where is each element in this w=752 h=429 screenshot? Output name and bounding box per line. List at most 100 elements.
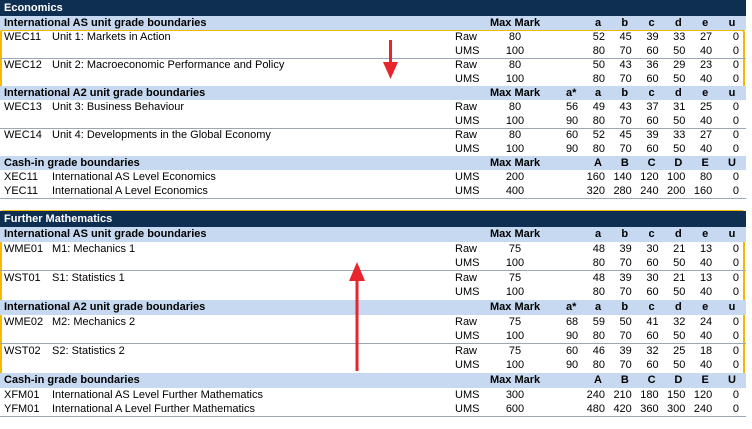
unit-code: YEC11 [4,185,39,197]
grade-label: c [648,17,655,29]
mark-type: Raw [455,271,478,284]
unit-name: International AS Level Economics [52,171,216,183]
grade-value: 21 [673,242,686,255]
max-mark-label: Max Mark [490,374,541,386]
max-mark: 300 [505,388,525,401]
grade-value: 0 [732,31,739,43]
grade-value: 45 [619,31,632,43]
grade-value: 43 [619,59,632,71]
grade-value: 37 [646,101,659,113]
grade-value: 45 [619,129,632,141]
grade-value: 39 [646,129,659,141]
grade-value: 0 [732,129,739,141]
grade-label: E [701,374,709,386]
grade-value: 40 [699,257,713,270]
grade-label: u [728,87,736,99]
grade-value: 100 [667,171,686,183]
row-divider [0,343,746,345]
grade-value: 80 [592,286,605,299]
unit-code: WEC11 [4,31,42,43]
grade-value: 70 [619,359,632,372]
grade-value: 60 [565,129,579,141]
grade-value: 50 [673,143,686,155]
unit-code: YFM01 [4,403,40,416]
grade-label: d [675,228,682,240]
group-heading: Cash-in grade boundaries [4,157,140,169]
grade-value: 0 [732,143,739,155]
grade-value: 13 [699,242,713,255]
grade-value: 0 [732,359,739,372]
grade-label: a [594,87,602,99]
grade-value: 50 [673,115,686,127]
grade-value: 0 [732,257,739,270]
group-header [0,156,746,170]
unit-code: WME02 [4,315,44,328]
grade-label: a [594,17,602,29]
grade-value: 160 [586,171,605,183]
grade-value: 33 [673,129,686,141]
grade-label: e [702,228,709,240]
grade-value: 30 [646,242,659,255]
grade-label: u [728,228,736,240]
grade-label: C [647,374,656,386]
unit-name: Unit 1: Markets in Action [52,31,171,43]
grade-value: 0 [732,171,739,183]
max-mark: 600 [505,403,525,416]
grade-value: 23 [699,59,713,71]
grade-value: 70 [619,143,632,155]
grade-value: 50 [619,315,632,328]
grade-value: 40 [699,286,713,299]
row-divider [0,416,746,418]
unit-name: International AS Level Further Mathemati… [52,388,263,401]
grade-value: 48 [592,242,605,255]
mark-type: Raw [455,344,478,357]
max-mark-label: Max Mark [490,157,541,169]
mark-type: UMS [455,330,480,343]
grade-label: d [675,301,682,313]
grade-value: 0 [732,59,739,71]
grade-value: 0 [732,286,739,299]
grade-value: 180 [640,388,659,401]
unit-name: International A Level Economics [52,185,208,197]
grade-value: 27 [699,31,713,43]
group-header [0,373,746,388]
grade-label: c [648,301,655,313]
unit-code: XFM01 [4,388,40,401]
grade-value: 240 [693,403,713,416]
grade-value: 27 [699,129,713,141]
max-mark: 100 [505,115,525,127]
grade-label: B [620,157,629,169]
group-heading: International A2 unit grade boundaries [4,87,206,99]
grade-value: 0 [732,403,739,416]
grade-value: 29 [673,59,686,71]
grade-value: 60 [646,257,659,270]
grade-value: 210 [613,388,632,401]
grade-value: 0 [732,73,739,85]
grade-value: 32 [673,315,686,328]
max-mark: 100 [505,286,525,299]
grade-value: 80 [699,171,713,183]
grade-label: d [675,17,682,29]
unit-code: WME01 [4,242,44,255]
grade-value: 33 [673,31,686,43]
grade-label: a* [565,87,577,99]
grade-value: 50 [673,257,686,270]
grade-value: 120 [693,388,713,401]
grade-label: A [594,374,602,386]
grade-label: u [728,17,736,29]
grade-label: D [674,374,683,386]
grade-label: U [728,374,736,386]
grade-value: 40 [699,143,713,155]
grade-value: 60 [646,286,659,299]
mark-type: Raw [455,242,478,255]
grade-value: 70 [619,73,632,85]
grade-label: A [594,157,602,169]
max-mark: 100 [505,257,525,270]
grade-label: a [594,301,602,313]
grade-value: 90 [565,115,579,127]
grade-value: 60 [646,73,659,85]
group-header [0,227,746,242]
grade-label: d [675,87,682,99]
grade-label: b [621,87,629,99]
unit-name: Unit 2: Macroeconomic Performance and Po… [52,59,285,71]
